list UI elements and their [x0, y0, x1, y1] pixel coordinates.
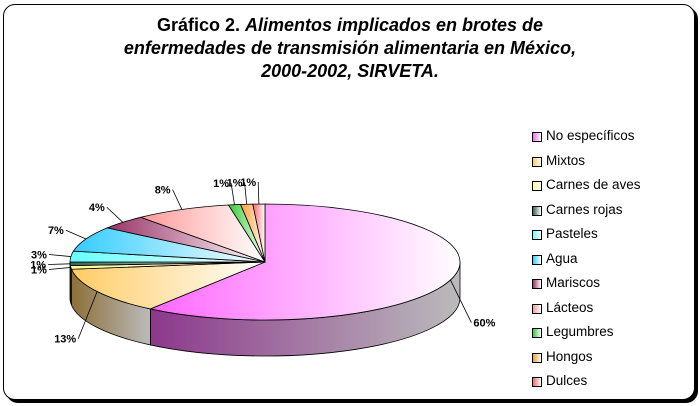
- legend-swatch: [532, 377, 542, 387]
- pie-top: [69, 203, 461, 321]
- leader-4: [48, 254, 71, 257]
- leader-3: [48, 263, 71, 265]
- leader-1: [77, 291, 98, 339]
- leader-9: [244, 182, 248, 205]
- pct-label-2: 1%: [31, 265, 47, 277]
- title-prefix: Gráfico 2.: [156, 15, 240, 35]
- legend-swatch: [532, 279, 542, 289]
- pie-labels: 60%13%1%1%3%7%4%8%1%1%1%: [30, 177, 495, 346]
- legend-swatch: [532, 254, 542, 265]
- title-line1: Alimentos implicados en brotes de: [244, 15, 544, 35]
- legend-swatch: [532, 181, 542, 191]
- pie-slice-1: [70, 261, 266, 310]
- legend-item: Lácteos: [530, 298, 690, 323]
- legend-item: Mariscos: [530, 273, 690, 298]
- legend-swatch: [532, 156, 542, 167]
- leader-10: [257, 182, 260, 205]
- pct-label-7: 8%: [155, 185, 171, 197]
- pct-label-10: 1%: [240, 177, 256, 189]
- legend-swatch: [532, 132, 542, 142]
- legend-item: Agua: [530, 249, 690, 274]
- legend-swatch: [532, 352, 542, 363]
- pct-label-8: 1%: [213, 178, 229, 190]
- pct-label-3: 1%: [30, 260, 46, 272]
- pct-label-0: 60%: [473, 318, 495, 330]
- legend-swatch: [532, 303, 542, 314]
- legend-swatch: [532, 328, 542, 338]
- legend: No específicos Mixtos Carnes de aves Carnes…: [530, 126, 690, 396]
- leader-2: [48, 267, 71, 270]
- legend-label: Lácteos: [546, 299, 594, 315]
- legend-item: Carnes de aves: [530, 175, 690, 200]
- title-line3: 2000-2002, SIRVETA.: [261, 61, 439, 81]
- legend-label: Dulces: [546, 373, 588, 388]
- title-line2: enfermedades de transmisión alimentaria …: [123, 38, 577, 58]
- legend-label: Carnes rojas: [546, 201, 623, 217]
- legend-label: Legumbres: [546, 324, 614, 339]
- legend-item: Pasteles: [530, 224, 690, 249]
- leader-5: [65, 229, 87, 240]
- pct-label-4: 3%: [31, 249, 47, 261]
- legend-item: Carnes rojas: [530, 200, 690, 225]
- legend-label: No específicos: [546, 128, 635, 143]
- legend-label: Carnes de aves: [546, 177, 641, 192]
- legend-label: Hongos: [546, 348, 593, 364]
- legend-label: Mixtos: [546, 152, 586, 168]
- legend-item: No específicos: [530, 126, 690, 151]
- leader-8: [230, 182, 235, 205]
- pct-label-6: 4%: [89, 202, 105, 214]
- pie-slice-7: [139, 204, 266, 263]
- legend-swatch: [532, 205, 542, 216]
- legend-item: Hongos: [530, 347, 690, 372]
- chart-title: Gráfico 2. Alimentos implicados en brote…: [0, 14, 700, 83]
- legend-item: Dulces: [530, 371, 690, 396]
- legend-item: Mixtos: [530, 151, 690, 176]
- leader-0: [450, 279, 472, 323]
- legend-label: Pasteles: [546, 226, 598, 241]
- pct-label-9: 1%: [227, 177, 243, 189]
- pct-label-5: 7%: [48, 225, 64, 237]
- leader-6: [106, 206, 124, 223]
- leader-7: [172, 189, 183, 210]
- legend-item: Legumbres: [530, 322, 690, 347]
- legend-label: Agua: [546, 250, 578, 266]
- pct-label-1: 13%: [54, 334, 76, 346]
- legend-swatch: [532, 230, 542, 240]
- legend-label: Mariscos: [546, 275, 601, 290]
